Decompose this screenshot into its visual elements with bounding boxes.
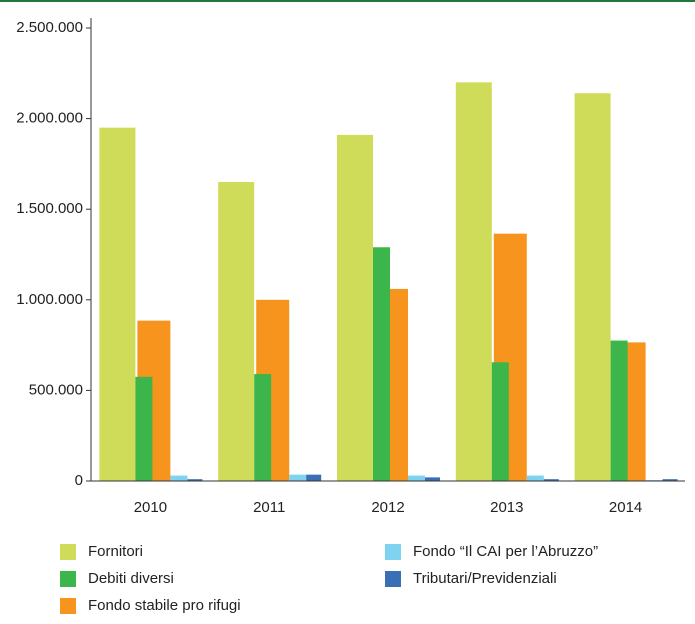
legend-label: Debiti diversi (88, 570, 174, 587)
bar (425, 477, 440, 481)
x-tick-label: 2013 (490, 499, 523, 516)
bar (543, 479, 559, 481)
bar (337, 134, 373, 481)
legend-swatch (385, 571, 401, 587)
y-tick-label: 0 (75, 472, 83, 489)
bar (254, 374, 272, 481)
y-tick-label: 500.000 (29, 381, 83, 398)
bar (455, 82, 492, 482)
bar (289, 474, 307, 481)
bar (526, 475, 544, 481)
bar (306, 474, 322, 481)
bar (170, 475, 188, 481)
y-tick-label: 2.500.000 (16, 19, 83, 36)
bar (610, 340, 628, 481)
legend-swatch (60, 598, 76, 614)
legend-label: Fornitori (88, 543, 143, 560)
top-rule (0, 0, 695, 2)
y-tick-label: 2.000.000 (16, 110, 83, 127)
bar (218, 182, 255, 481)
y-tick-label: 1.500.000 (16, 200, 83, 217)
bar (574, 93, 611, 482)
bar (491, 362, 509, 481)
x-tick-label: 2012 (371, 499, 404, 516)
bar (662, 479, 678, 481)
legend-label: Tributari/Previdenziali (413, 570, 557, 587)
y-tick-label: 1.000.000 (16, 291, 83, 308)
legend-swatch (385, 544, 401, 560)
bar (99, 127, 136, 481)
bar (187, 479, 203, 481)
legend-swatch (60, 544, 76, 560)
bar (408, 475, 425, 481)
legend-label: Fondo stabile pro rifugi (88, 597, 241, 614)
legend-swatch (60, 571, 76, 587)
x-tick-label: 2014 (609, 499, 642, 516)
bar (373, 247, 390, 481)
legend-label: Fondo “Il CAI per l’Abruzzo” (413, 543, 598, 560)
bar (135, 376, 153, 481)
x-tick-label: 2010 (134, 499, 167, 516)
x-tick-label: 2011 (253, 499, 285, 516)
